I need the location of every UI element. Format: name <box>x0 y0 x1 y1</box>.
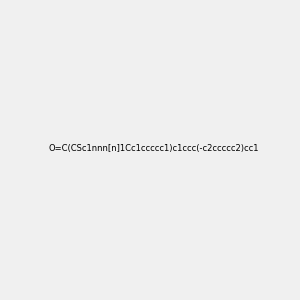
Text: O=C(CSc1nnn[n]1Cc1ccccc1)c1ccc(-c2ccccc2)cc1: O=C(CSc1nnn[n]1Cc1ccccc1)c1ccc(-c2ccccc2… <box>49 145 259 154</box>
